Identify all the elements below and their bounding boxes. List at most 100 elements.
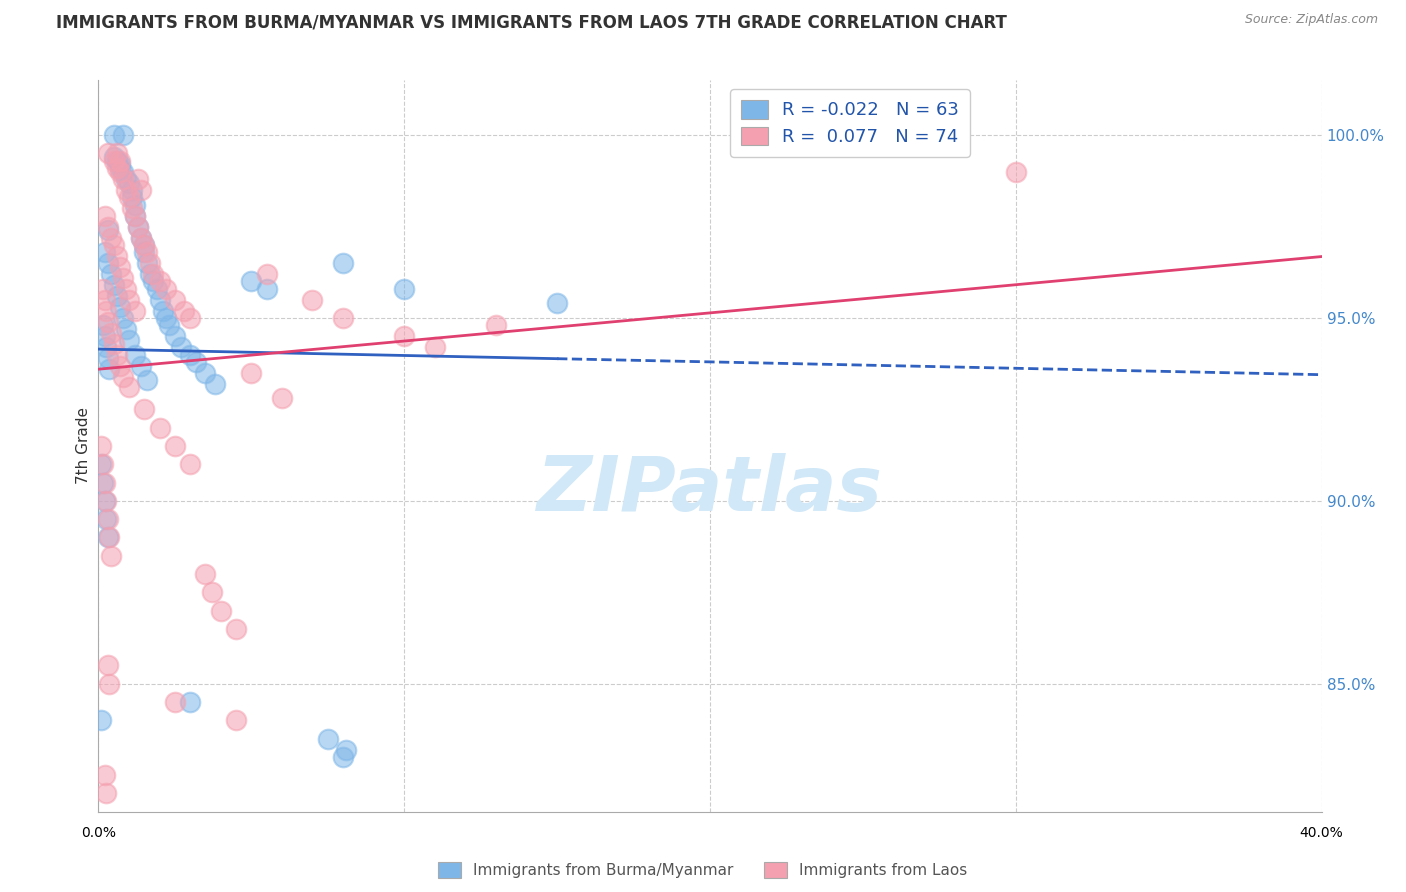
Point <box>546 296 568 310</box>
Point <box>97 531 120 545</box>
Point <box>93 329 115 343</box>
Point <box>163 439 186 453</box>
Point <box>97 219 120 234</box>
Point <box>142 267 165 281</box>
Point <box>485 318 508 333</box>
Point <box>97 512 120 526</box>
Point <box>179 458 201 472</box>
Point <box>163 293 186 307</box>
Point <box>179 695 201 709</box>
Point <box>127 172 149 186</box>
Text: 40.0%: 40.0% <box>1299 826 1344 840</box>
Point <box>98 531 121 545</box>
Point <box>97 351 120 366</box>
Point <box>115 322 138 336</box>
Point <box>93 475 115 490</box>
Point <box>124 303 146 318</box>
Point <box>332 256 354 270</box>
Point <box>93 494 115 508</box>
Point <box>139 256 162 270</box>
Point <box>111 172 134 186</box>
Point <box>108 300 131 314</box>
Point <box>97 315 120 329</box>
Point <box>115 183 138 197</box>
Point <box>105 146 128 161</box>
Point <box>103 238 125 252</box>
Point <box>163 329 186 343</box>
Point <box>98 362 121 376</box>
Point <box>149 275 172 289</box>
Point <box>93 209 115 223</box>
Point <box>129 230 152 244</box>
Point <box>94 494 117 508</box>
Point <box>94 340 117 354</box>
Point <box>100 267 122 281</box>
Point <box>91 282 114 296</box>
Point <box>100 326 122 340</box>
Point <box>118 190 141 204</box>
Point <box>134 238 156 252</box>
Point <box>256 282 278 296</box>
Point <box>105 161 128 175</box>
Point <box>103 278 125 293</box>
Point <box>103 128 125 143</box>
Point <box>98 677 121 691</box>
Point <box>186 355 208 369</box>
Point <box>332 311 354 326</box>
Y-axis label: 7th Grade: 7th Grade <box>76 408 91 484</box>
Legend: R = -0.022   N = 63, R =  0.077   N = 74: R = -0.022 N = 63, R = 0.077 N = 74 <box>730 89 970 157</box>
Point <box>100 230 122 244</box>
Point <box>108 359 131 373</box>
Point <box>91 458 114 472</box>
Point <box>121 190 143 204</box>
Point <box>103 150 125 164</box>
Point <box>97 223 120 237</box>
Point <box>111 164 134 178</box>
Point <box>100 549 122 563</box>
Point <box>118 176 141 190</box>
Point <box>93 245 115 260</box>
Point <box>129 359 152 373</box>
Point <box>129 183 152 197</box>
Point <box>134 245 156 260</box>
Point <box>392 282 416 296</box>
Point <box>240 366 263 380</box>
Point <box>136 373 159 387</box>
Point <box>194 366 217 380</box>
Point <box>124 197 146 211</box>
Point <box>97 658 120 673</box>
Point <box>301 293 323 307</box>
Text: Source: ZipAtlas.com: Source: ZipAtlas.com <box>1244 13 1378 27</box>
Legend: Immigrants from Burma/Myanmar, Immigrants from Laos: Immigrants from Burma/Myanmar, Immigrant… <box>432 856 974 884</box>
Point <box>124 209 146 223</box>
Point <box>111 311 134 326</box>
Point <box>103 336 125 351</box>
Point <box>225 714 247 728</box>
Point <box>179 311 201 326</box>
Point <box>105 348 128 362</box>
Point <box>155 311 177 326</box>
Point <box>316 731 339 746</box>
Point <box>134 402 156 417</box>
Point <box>335 742 357 756</box>
Point <box>121 183 143 197</box>
Point <box>111 369 134 384</box>
Point <box>118 333 141 347</box>
Point <box>200 585 222 599</box>
Point <box>115 172 138 186</box>
Point <box>103 153 125 168</box>
Point <box>108 164 131 178</box>
Point <box>94 303 117 318</box>
Point <box>225 622 247 636</box>
Point <box>170 340 193 354</box>
Point <box>129 230 152 244</box>
Point <box>157 318 180 333</box>
Point <box>105 249 128 263</box>
Point <box>392 329 416 343</box>
Point <box>270 392 294 406</box>
Point <box>94 512 117 526</box>
Point <box>142 275 165 289</box>
Point <box>204 376 226 391</box>
Point <box>155 282 177 296</box>
Point <box>108 157 131 171</box>
